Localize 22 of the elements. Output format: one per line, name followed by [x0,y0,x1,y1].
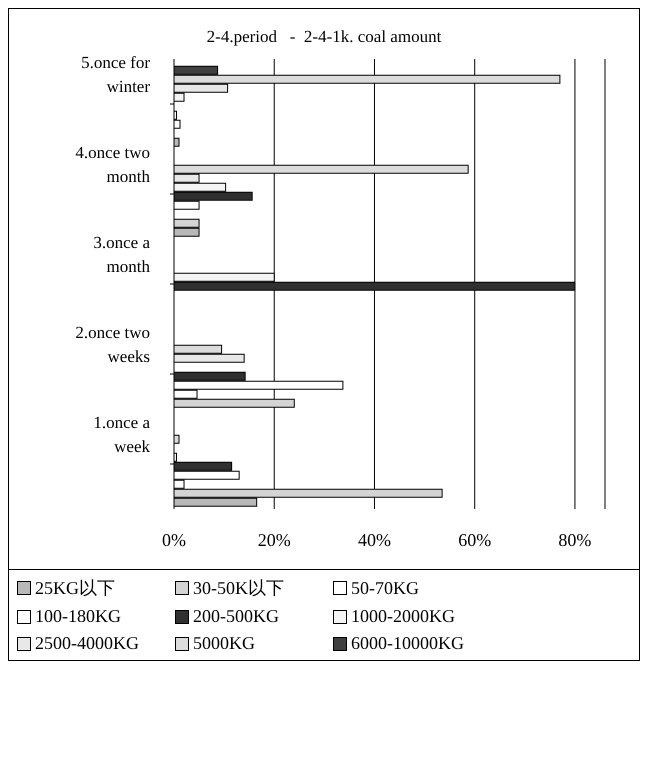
legend-label: 100-180KG [35,606,121,627]
legend-label: 6000-10000KG [351,633,464,654]
x-tick-label: 60% [458,530,492,550]
legend-label: 30-50K以下 [193,577,284,600]
legend-label: 50-70KG [351,578,419,598]
chart-title: 2-4.period - 2-4-1k. coal amount [206,27,442,47]
y-tick-label: 5.once for winter [81,53,150,96]
x-tick-label: 0% [162,530,186,550]
x-tick-label: 40% [358,530,391,550]
x-tick-label: 80% [558,530,592,550]
legend-label: 2500-4000KG [35,633,139,654]
y-tick-label: 1.once a week [93,413,150,456]
x-tick-label: 20% [258,530,291,550]
y-tick-label: 2.once two weeks [75,323,150,366]
legend-label: 1000-2000KG [351,606,455,627]
legend-label: 200-500KG [193,606,279,627]
legend-label: 5000KG [193,633,255,654]
y-tick-label: 4.once two month [75,143,150,186]
y-tick-label: 3.once a month [93,233,150,276]
legend-label: 25KG以下 [35,577,115,600]
bar [174,138,180,147]
bar [174,434,180,444]
